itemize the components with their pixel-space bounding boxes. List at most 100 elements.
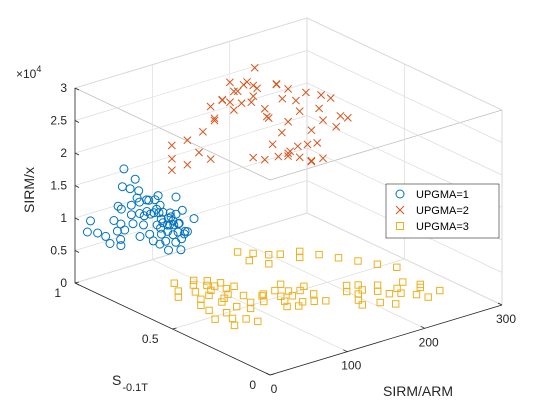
data-point bbox=[326, 94, 335, 103]
x-tick-label: 100 bbox=[341, 359, 361, 373]
data-point bbox=[249, 92, 258, 101]
data-point bbox=[156, 214, 166, 224]
data-point bbox=[260, 297, 268, 306]
data-point bbox=[163, 220, 173, 230]
data-point bbox=[412, 290, 421, 299]
data-point bbox=[291, 96, 300, 105]
data-point bbox=[424, 293, 432, 301]
data-point bbox=[86, 216, 95, 226]
data-point bbox=[145, 229, 155, 239]
data-point bbox=[245, 256, 254, 265]
data-point bbox=[167, 166, 176, 175]
grid-line-z-side bbox=[306, 212, 503, 306]
data-point bbox=[354, 281, 362, 289]
data-point bbox=[284, 117, 293, 126]
data-point bbox=[168, 230, 178, 240]
data-point bbox=[182, 227, 192, 237]
x-tick-mark bbox=[265, 372, 271, 376]
z-tick-label: 0 bbox=[60, 276, 67, 290]
data-point bbox=[128, 219, 138, 229]
data-point bbox=[170, 279, 179, 287]
data-point bbox=[249, 81, 258, 90]
data-point bbox=[288, 292, 297, 300]
data-point bbox=[135, 209, 145, 218]
data-point bbox=[189, 281, 198, 289]
data-point bbox=[126, 210, 136, 220]
data-point bbox=[197, 301, 205, 310]
data-point bbox=[183, 160, 192, 169]
data-point bbox=[226, 98, 234, 107]
data-point bbox=[296, 286, 304, 295]
x-tick-mark bbox=[420, 325, 425, 329]
z-tick-label: 3 bbox=[60, 81, 67, 95]
data-point bbox=[167, 141, 176, 150]
data-point bbox=[218, 96, 227, 105]
y-tick-mark bbox=[74, 281, 80, 284]
data-point bbox=[276, 250, 285, 258]
data-point bbox=[206, 102, 215, 111]
data-point bbox=[203, 277, 212, 285]
y-axis-label: S-0.1T bbox=[112, 372, 148, 394]
data-point bbox=[334, 254, 343, 262]
data-point bbox=[310, 297, 318, 306]
x-axis-line bbox=[269, 304, 503, 376]
data-point bbox=[153, 191, 163, 201]
data-point bbox=[399, 278, 407, 286]
data-point bbox=[393, 263, 401, 272]
data-point bbox=[301, 88, 310, 97]
top-edge bbox=[74, 87, 271, 181]
data-point bbox=[315, 104, 324, 113]
grid-line-z-side bbox=[306, 17, 503, 111]
data-point bbox=[250, 63, 259, 72]
legend-label-1: UPGMA=1 bbox=[416, 189, 469, 201]
data-point bbox=[393, 284, 401, 293]
data-point bbox=[243, 77, 251, 86]
grid-line-z-back bbox=[74, 115, 308, 186]
data-point bbox=[229, 106, 238, 114]
x-tick-mark bbox=[497, 302, 503, 306]
y-tick-label: 0 bbox=[249, 378, 256, 392]
data-point bbox=[336, 111, 345, 120]
axes-frame bbox=[74, 87, 503, 376]
series-2 bbox=[167, 63, 352, 175]
z-tick-label: 0.5 bbox=[50, 244, 67, 258]
data-point bbox=[120, 225, 130, 235]
data-point bbox=[218, 298, 226, 306]
data-point bbox=[203, 281, 211, 290]
y-tick-mark bbox=[269, 373, 275, 376]
data-point bbox=[246, 298, 255, 307]
data-point bbox=[135, 232, 145, 241]
data-point bbox=[198, 127, 207, 136]
data-point bbox=[247, 98, 256, 107]
data-point bbox=[116, 241, 126, 251]
data-point bbox=[258, 292, 266, 300]
data-point bbox=[166, 212, 176, 222]
data-point bbox=[373, 260, 382, 268]
grid-line-z-back bbox=[74, 82, 308, 154]
data-point bbox=[205, 291, 213, 300]
axes-box bbox=[74, 17, 503, 306]
legend-box bbox=[385, 183, 500, 239]
data-point bbox=[109, 216, 119, 225]
legend-marker-2 bbox=[395, 205, 405, 215]
data-point bbox=[183, 136, 192, 145]
grid-line-z-side bbox=[306, 82, 503, 176]
legend-label-3: UPGMA=3 bbox=[416, 221, 469, 233]
data-point bbox=[139, 220, 148, 230]
data-point bbox=[158, 207, 168, 217]
data-point bbox=[358, 301, 367, 309]
data-point bbox=[278, 94, 287, 103]
data-point bbox=[284, 287, 293, 295]
data-point bbox=[296, 253, 304, 262]
x-tick-label: 200 bbox=[419, 335, 439, 349]
data-point bbox=[125, 184, 135, 194]
legend-marker-3 bbox=[396, 222, 404, 230]
data-point bbox=[210, 114, 219, 123]
data-point bbox=[253, 84, 262, 93]
data-point bbox=[249, 249, 257, 258]
grid-line-z-back bbox=[74, 212, 308, 284]
x-tick-mark bbox=[343, 349, 348, 353]
z-tick-label: 1 bbox=[60, 211, 67, 225]
data-point bbox=[277, 128, 286, 137]
data-point bbox=[319, 154, 327, 163]
